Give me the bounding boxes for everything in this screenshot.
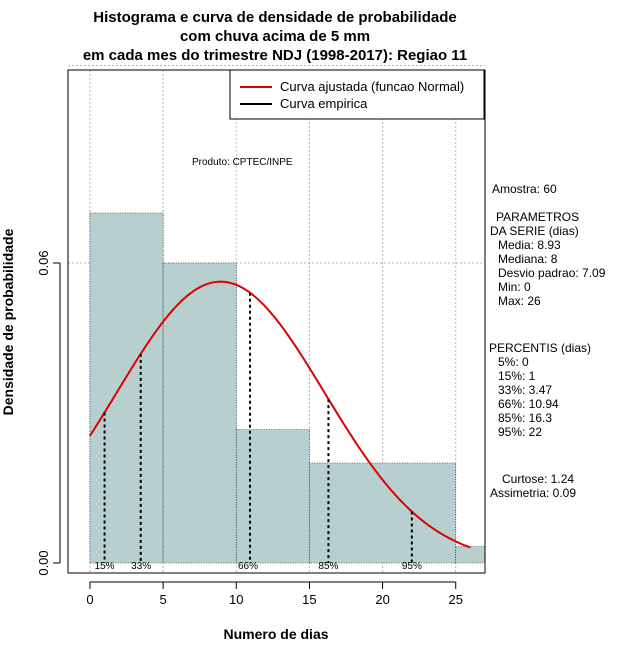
percentile-label: 85%	[318, 561, 338, 572]
y-axis-label: Densidade de probabilidade	[0, 228, 16, 415]
stat-mean: Media: 8.93	[498, 238, 561, 252]
x-tick-label: 5	[159, 592, 166, 607]
stat-max: Max: 26	[498, 294, 541, 308]
stat-params-subheading: DA SERIE (dias)	[490, 224, 579, 238]
histogram-bar	[235, 429, 310, 564]
stat-skewness: Assimetria: 0.09	[490, 486, 576, 500]
legend: Curva ajustada (funcao Normal) Curva emp…	[229, 69, 485, 120]
product-credit: Produto: CPTEC/INPE	[192, 157, 293, 168]
histogram-bar	[162, 262, 237, 564]
stat-sd: Desvio padrao: 7.09	[498, 266, 606, 280]
y-axis: 0.00 0.06	[36, 250, 61, 576]
legend-label-normal: Curva ajustada (funcao Normal)	[280, 79, 464, 94]
percentile-lines: 15% 33% 66% 85% 95%	[95, 292, 422, 572]
stat-kurtosis: Curtose: 1.24	[502, 472, 574, 486]
percentile-label: 95%	[402, 561, 422, 572]
x-tick-label: 25	[449, 592, 463, 607]
x-tick-label: 20	[375, 592, 389, 607]
normal-fit-curve	[89, 280, 471, 549]
x-tick-label: 0	[86, 592, 93, 607]
histogram-bar	[455, 546, 486, 564]
histogram-bars	[89, 212, 486, 564]
stat-percentiles-heading: PERCENTIS (dias)	[489, 341, 591, 355]
percentile-label: 15%	[95, 561, 115, 572]
stat-min: Min: 0	[498, 280, 531, 294]
y-tick-label: 0.06	[36, 250, 51, 275]
stat-median: Mediana: 8	[498, 252, 558, 266]
stat-p66: 66%: 10.94	[498, 397, 559, 411]
percentile-label: 66%	[238, 561, 258, 572]
stat-params-heading: PARAMETROS	[496, 210, 579, 224]
stat-p5: 5%: 0	[498, 355, 529, 369]
x-tick-label: 10	[229, 592, 243, 607]
percentile-label: 33%	[131, 561, 151, 572]
chart-title-line-1: Histograma e curva de densidade de proba…	[93, 9, 456, 26]
histogram-bar	[309, 462, 457, 564]
stat-p15: 15%: 1	[498, 369, 536, 383]
statistics-panel: Amostra: 60 PARAMETROS DA SERIE (dias) M…	[489, 182, 606, 500]
y-tick-label: 0.00	[36, 550, 51, 575]
legend-box	[229, 69, 485, 120]
stat-p85: 85%: 16.3	[498, 411, 552, 425]
chart-title-line-2: com chuva acima de 5 mm	[180, 28, 370, 45]
stat-p95: 95%: 22	[498, 425, 542, 439]
stat-sample-size: Amostra: 60	[492, 182, 557, 196]
histogram-bar	[89, 212, 164, 564]
normal-curve-layer	[89, 280, 471, 549]
legend-label-empirical: Curva empirica	[280, 96, 368, 111]
x-axis-label: Numero de dias	[223, 626, 328, 642]
x-axis: 0 5 10 15 20 25	[86, 581, 463, 607]
stat-p33: 33%: 3.47	[498, 383, 552, 397]
chart-title-line-3: em cada mes do trimestre NDJ (1998-2017)…	[83, 47, 467, 64]
x-tick-label: 15	[302, 592, 316, 607]
